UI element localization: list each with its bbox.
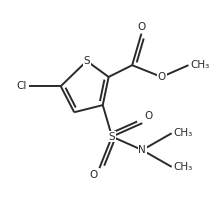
Text: O: O [157, 72, 166, 82]
Text: N: N [138, 145, 146, 155]
Text: O: O [137, 22, 146, 32]
Text: O: O [89, 170, 97, 180]
Text: S: S [109, 132, 115, 142]
Text: O: O [144, 111, 153, 121]
Text: CH₃: CH₃ [191, 60, 210, 70]
Text: CH₃: CH₃ [174, 162, 193, 172]
Text: CH₃: CH₃ [174, 128, 193, 138]
Text: S: S [84, 56, 90, 66]
Text: Cl: Cl [16, 81, 27, 91]
